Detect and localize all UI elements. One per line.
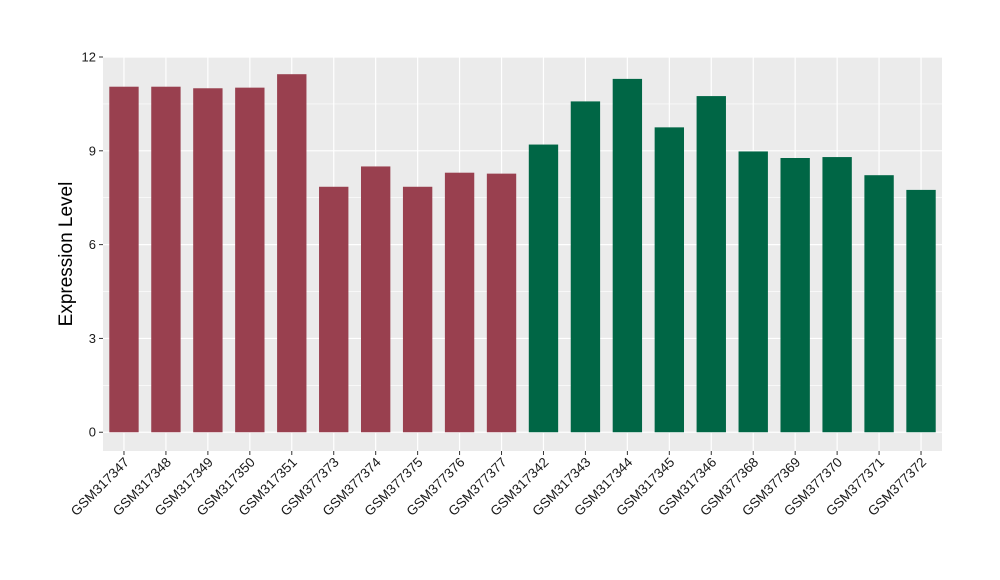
- bar-GSM377370: [822, 157, 852, 433]
- bars: [109, 74, 936, 433]
- bar-GSM377375: [402, 186, 433, 433]
- bar-GSM317344: [612, 78, 643, 433]
- bar-GSM377377: [486, 173, 517, 433]
- x-axis: GSM317347GSM317348GSM317349GSM317350GSM3…: [68, 451, 929, 519]
- bar-GSM317347: [109, 86, 139, 433]
- bar-GSM317345: [654, 127, 685, 433]
- bar-GSM377371: [864, 175, 894, 433]
- y-axis-title: Expression Level: [56, 182, 77, 327]
- plot-panel: [103, 57, 942, 451]
- bar-GSM377373: [319, 186, 349, 433]
- bar-GSM317342: [528, 144, 559, 433]
- y-tick-label: 0: [89, 425, 96, 440]
- bar-GSM317350: [235, 87, 265, 433]
- y-axis: 0 3 6 9 12: [82, 50, 103, 440]
- bar-GSM317351: [277, 74, 307, 433]
- bar-GSM317348: [151, 86, 181, 433]
- bar-GSM377372: [906, 189, 936, 433]
- bar-GSM317349: [193, 88, 223, 433]
- y-tick-label: 9: [89, 143, 96, 158]
- y-tick-label: 6: [89, 237, 96, 252]
- bar-GSM377374: [360, 166, 391, 433]
- bar-GSM377368: [738, 151, 768, 433]
- bar-GSM317343: [570, 101, 601, 433]
- y-tick-label: 3: [89, 331, 96, 346]
- bar-GSM377369: [780, 158, 810, 433]
- bar-GSM377376: [444, 172, 475, 433]
- y-tick-label: 12: [82, 50, 96, 65]
- bar-GSM317346: [696, 96, 726, 433]
